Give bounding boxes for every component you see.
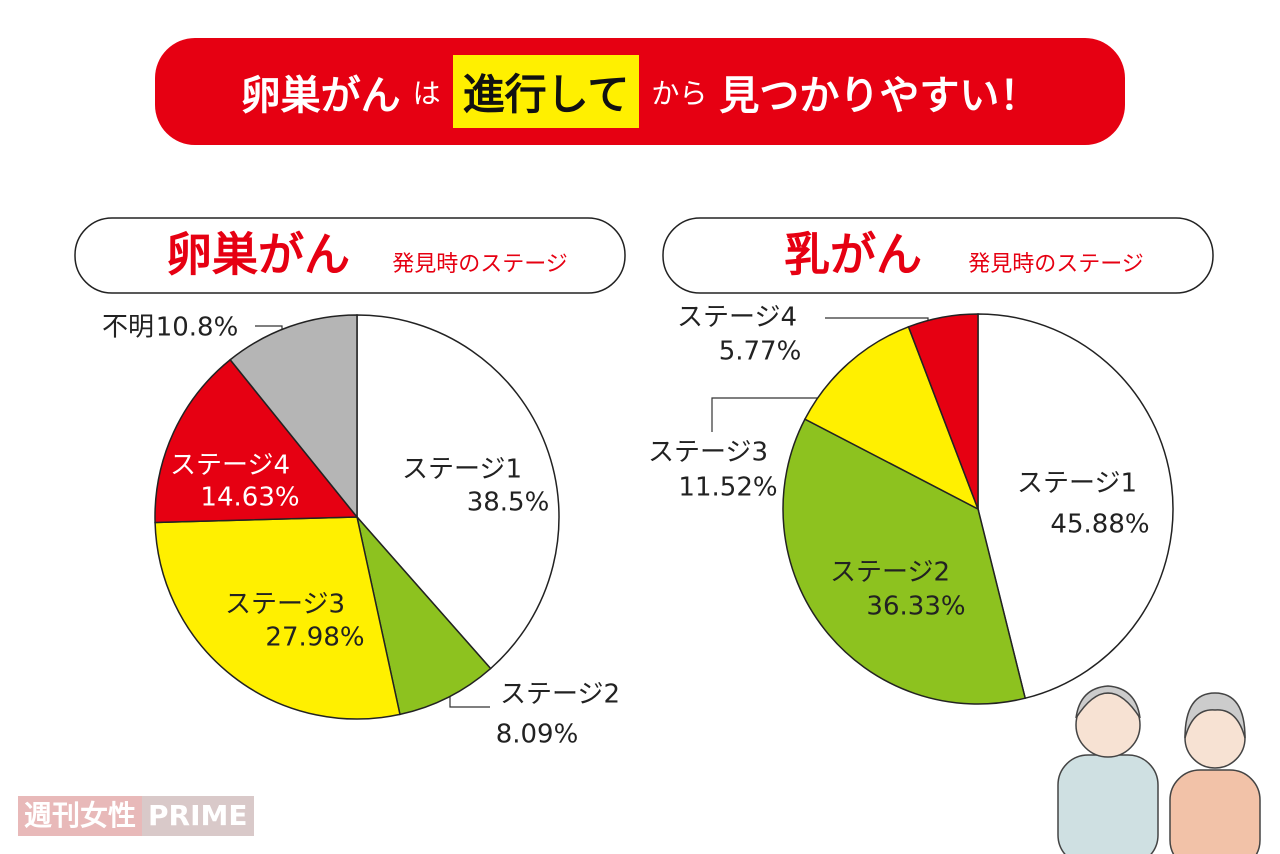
slice-value: 38.5% <box>467 488 550 518</box>
pie-slice <box>782 418 1027 705</box>
slice-label: ステージ3 <box>225 590 345 620</box>
slice-label: ステージ2 <box>500 680 620 710</box>
slice-label: 不明 <box>102 313 154 343</box>
slice-label: ステージ1 <box>402 455 522 485</box>
pie-slice <box>229 314 358 520</box>
pie-slice <box>977 313 1174 700</box>
watermark: 週刊女性 PRIME <box>18 796 254 836</box>
banner-text: から <box>651 76 708 110</box>
slice-value: 45.88% <box>1050 510 1149 540</box>
banner-text: 見つかりやすい！ <box>719 72 1040 119</box>
pie-slice <box>154 516 401 720</box>
slice-value: 36.33% <box>866 592 965 622</box>
slice-value: 14.63% <box>200 483 299 513</box>
header-box <box>74 217 626 294</box>
slice-value: 27.98% <box>265 623 364 653</box>
pie-slice <box>154 358 359 524</box>
chart-title: 卵巣がん <box>166 228 350 282</box>
leader-line <box>711 397 848 432</box>
slice-value: 5.77% <box>719 337 802 367</box>
slice-value: 10.8% <box>156 313 239 343</box>
slice-label: ステージ2 <box>830 558 950 588</box>
slice-value: 8.09% <box>496 720 579 750</box>
banner-text: は <box>412 76 441 110</box>
watermark-suffix: PRIME <box>142 796 254 836</box>
header-box <box>662 217 1214 294</box>
slice-label: ステージ3 <box>648 438 768 468</box>
slice-label: ステージ4 <box>677 303 797 333</box>
chart-subtitle: 発見時のステージ <box>968 252 1144 277</box>
illustration <box>1057 685 1261 854</box>
slice-value: 11.52% <box>678 473 777 503</box>
pie-slice <box>907 313 979 510</box>
banner-highlight: 進行して <box>452 55 640 128</box>
slice-label: ステージ1 <box>1017 469 1137 499</box>
pie-slice <box>803 325 980 511</box>
pie-slice <box>355 514 492 716</box>
pie-slice <box>356 314 560 670</box>
slice-label: ステージ4 <box>170 451 290 481</box>
chart-title: 乳がん <box>784 228 922 282</box>
watermark-brand: 週刊女性 <box>18 796 143 836</box>
chart-subtitle: 発見時のステージ <box>392 252 568 277</box>
banner: 卵巣がん は 進行して から 見つかりやすい！ <box>155 38 1125 145</box>
banner-text: 卵巣がん <box>240 72 401 119</box>
